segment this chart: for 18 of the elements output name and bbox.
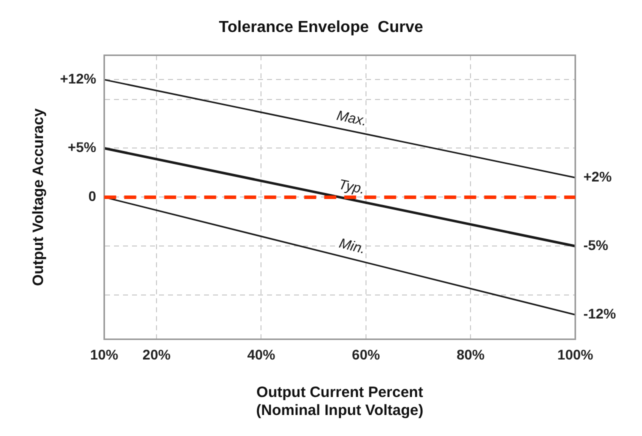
text: Typ. — [337, 176, 366, 197]
x-tick-label: 100% — [557, 346, 594, 362]
y-tick-label: 0 — [88, 188, 96, 204]
y-tick-label: +12% — [60, 70, 97, 87]
x-tick-label: 20% — [142, 346, 172, 362]
x-tick-label: 80% — [456, 346, 486, 362]
y2-tick-label: +2% — [583, 168, 612, 184]
y-axis-title: Output Voltage Accuracy — [30, 108, 48, 286]
y-tick-label: +5% — [68, 139, 97, 156]
text: Max. — [335, 106, 368, 129]
chart-title: Tolerance Envelope Curve — [218, 19, 424, 36]
x-tick-label: 60% — [352, 346, 380, 362]
x-tick-label: 40% — [247, 346, 276, 362]
text: Min. — [338, 234, 368, 257]
x-tick-label: 10% — [90, 346, 119, 362]
y2-tick-label: -12% — [583, 306, 617, 322]
y2-tick-label: -5% — [583, 237, 609, 254]
x-axis-title: Output Current Percent (Nominal Input Voltage) — [256, 384, 424, 420]
